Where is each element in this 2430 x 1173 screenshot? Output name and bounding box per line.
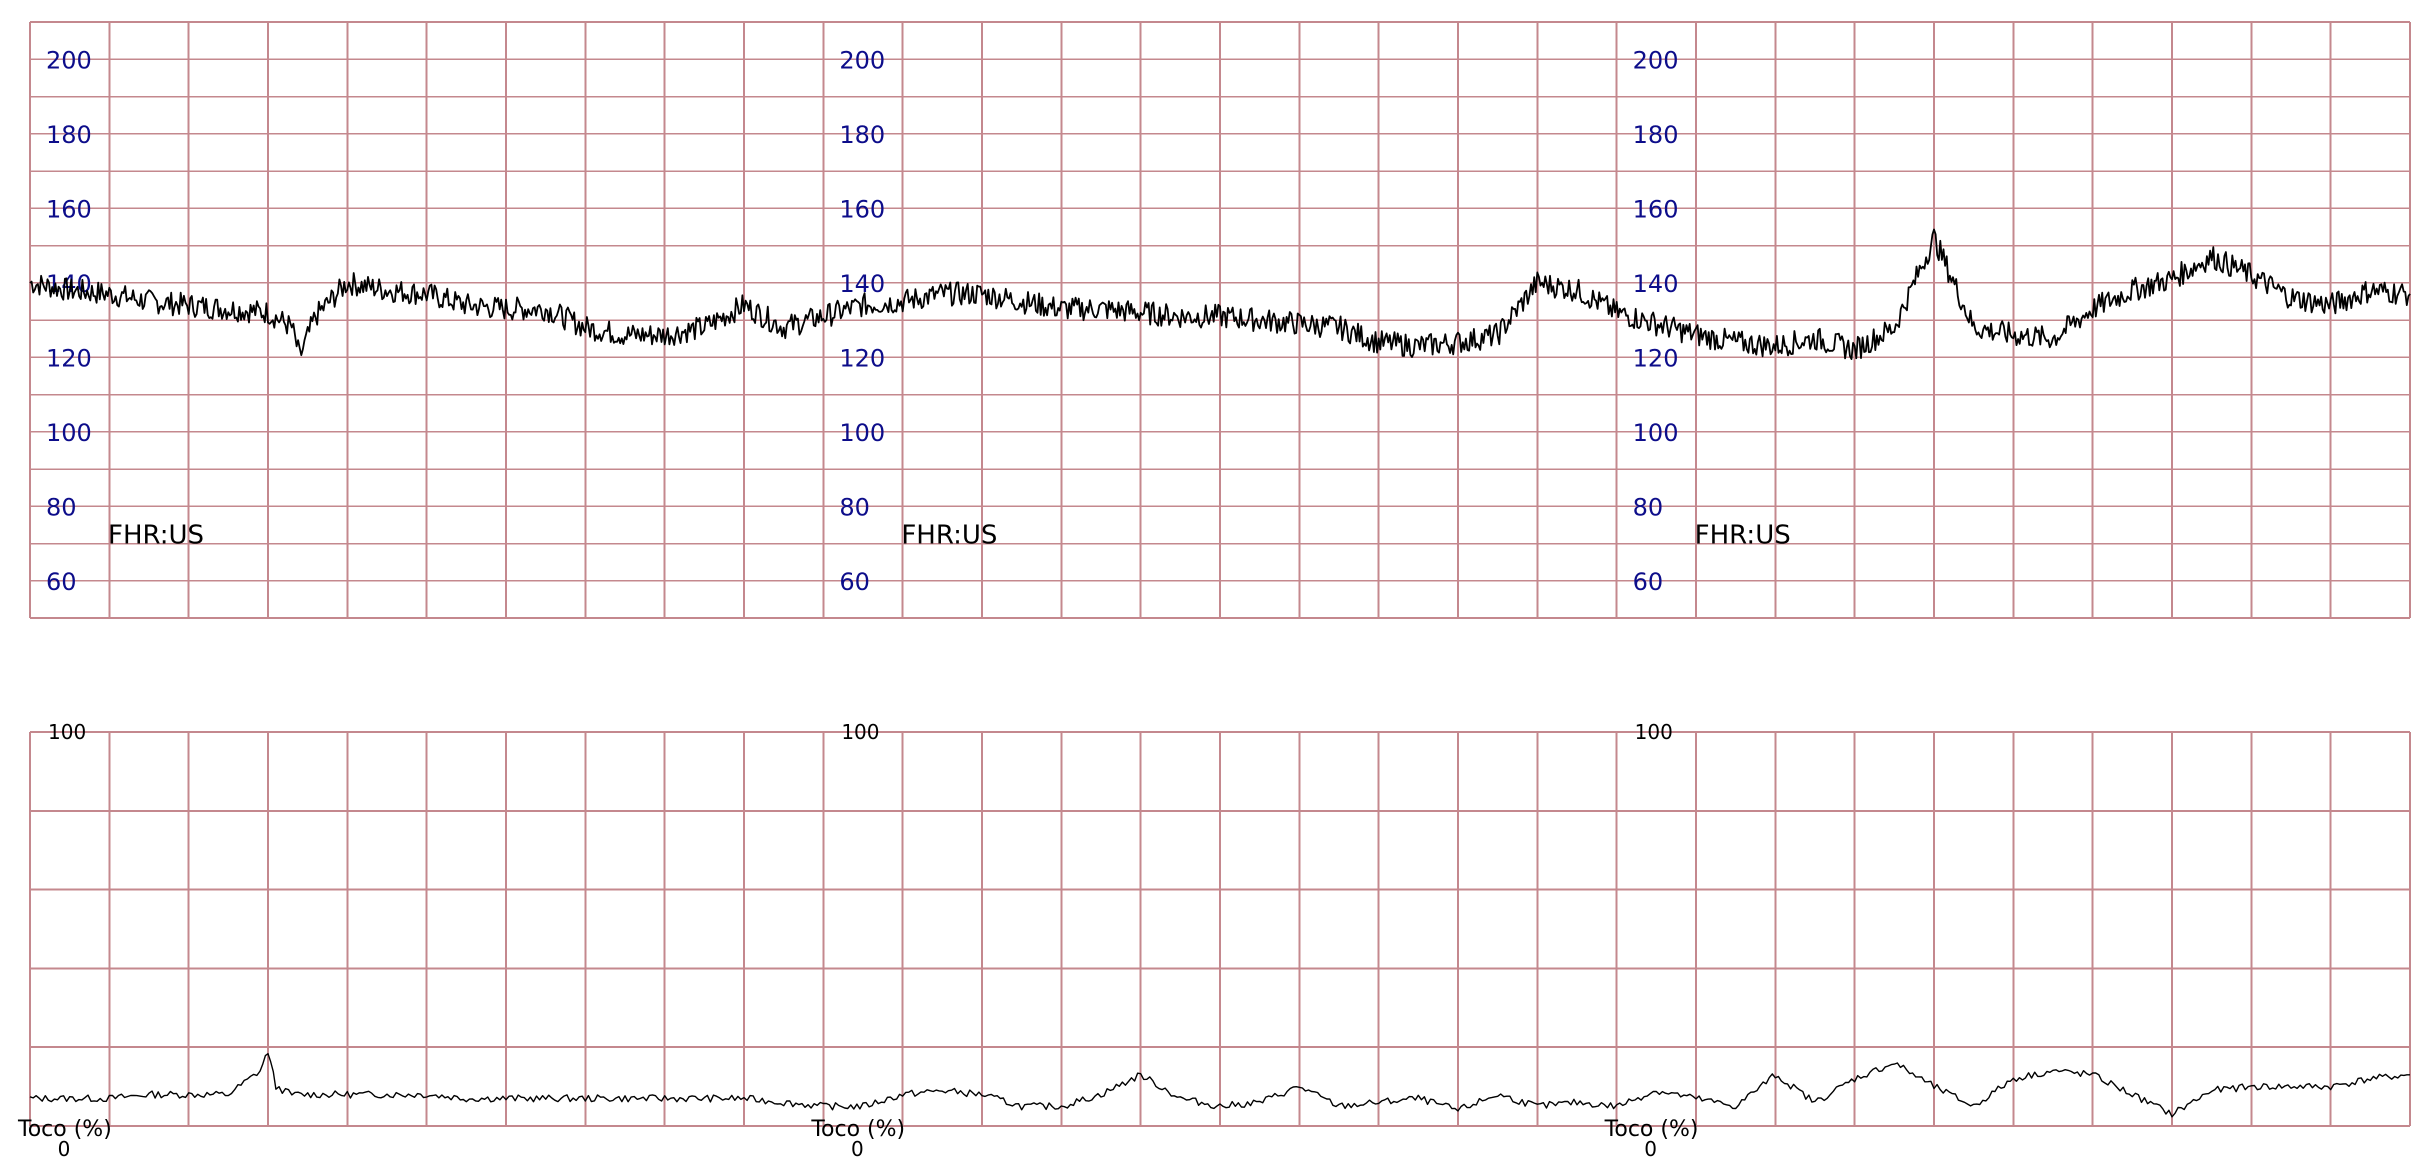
fhr-tick-label: 80 <box>46 493 77 521</box>
fhr-tick-label: 60 <box>1633 568 1664 596</box>
toco-tick-label: 100 <box>1635 720 1673 744</box>
fhr-tick-label: 180 <box>839 121 885 149</box>
fhr-tick-label: 100 <box>839 419 885 447</box>
fhr-tick-label: 120 <box>1633 344 1679 372</box>
fhr-channel-label: FHR:US <box>108 520 204 550</box>
fhr-tick-label: 160 <box>839 195 885 223</box>
fhr-trace-line <box>29 228 2411 360</box>
fhr-tick-label: 80 <box>839 493 870 521</box>
toco-channel-label: Toco (%) <box>810 1117 905 1142</box>
fhr-tick-label: 60 <box>839 568 870 596</box>
toco-tick-label: 0 <box>1644 1137 1657 1161</box>
channel-labels: FHR:US Toco (%) FHR:US Toco (%) FHR:US Toco (… <box>17 520 1791 1142</box>
fhr-tick-label: 200 <box>1633 46 1679 74</box>
fhr-tick-label: 200 <box>839 46 885 74</box>
toco-tick-label: 0 <box>58 1137 71 1161</box>
fhr-tick-label: 180 <box>1633 121 1679 149</box>
traces <box>29 228 2411 1118</box>
fhr-grid <box>29 21 2411 619</box>
fhr-tick-label: 80 <box>1633 493 1664 521</box>
fhr-tick-label: 140 <box>1633 270 1679 298</box>
toco-grid <box>29 731 2411 1127</box>
fhr-tick-label: 180 <box>46 121 92 149</box>
fhr-tick-label: 160 <box>1633 195 1679 223</box>
fhr-tick-label: 160 <box>46 195 92 223</box>
fhr-tick-label: 120 <box>46 344 92 372</box>
fhr-channel-label: FHR:US <box>901 520 997 550</box>
toco-tick-label: 100 <box>48 720 86 744</box>
fhr-tick-label: 100 <box>1633 419 1679 447</box>
fhr-channel-label: FHR:US <box>1695 520 1791 550</box>
toco-tick-label: 0 <box>851 1137 864 1161</box>
toco-tick-label: 100 <box>841 720 879 744</box>
fhr-tick-labels: 200 180 160 140 120 100 80 60 200 180 160 140 120 100… <box>46 46 1678 596</box>
fhr-tick-label: 60 <box>46 568 77 596</box>
toco-tick-labels: 100 0 100 0 100 0 <box>48 720 1673 1161</box>
fhr-tick-label: 140 <box>839 270 885 298</box>
toco-channel-label: Toco (%) <box>17 1117 112 1142</box>
fhr-tick-label: 200 <box>46 46 92 74</box>
toco-channel-label: Toco (%) <box>1604 1117 1699 1142</box>
toco-trace-line <box>29 1053 2410 1118</box>
fhr-tick-label: 120 <box>839 344 885 372</box>
fhr-tick-label: 100 <box>46 419 92 447</box>
